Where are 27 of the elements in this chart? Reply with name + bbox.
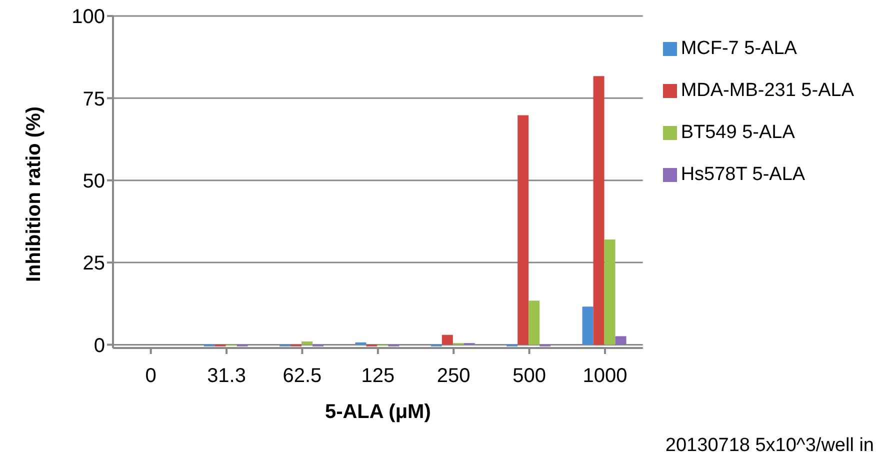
bar — [528, 300, 540, 345]
y-tick-label: 75 — [82, 88, 105, 110]
x-tick-label: 0 — [145, 365, 156, 388]
bar — [302, 341, 313, 345]
y-tick-label: 100 — [72, 6, 105, 28]
bar — [604, 240, 616, 345]
x-tick-label: 125 — [361, 365, 395, 388]
y-tick-label: 25 — [82, 252, 105, 275]
text: 20130718 5x10^3/well in — [665, 435, 874, 457]
y-tick-label: 0 — [94, 334, 105, 357]
bar — [582, 306, 594, 345]
y-tick-label: 50 — [82, 170, 105, 192]
legend-label: MCF-7 5-ALA — [680, 38, 797, 59]
x-tick-label: 62.5 — [282, 365, 322, 388]
bar — [593, 76, 604, 345]
bar — [518, 115, 529, 345]
x-tick-label: 250 — [436, 365, 470, 388]
bar — [442, 334, 453, 345]
legend-label: BT549 5-ALA — [680, 122, 795, 143]
x-axis-title: 5-ALA (μM) — [324, 401, 431, 423]
legend-label: MDA-MB-231 5-ALA — [680, 80, 854, 101]
bar — [615, 336, 626, 345]
legend-label: Hs578T 5-ALA — [680, 164, 806, 185]
y-axis-title: Inhibition ratio (%) — [23, 106, 46, 282]
x-tick-label: 1000 — [582, 365, 628, 388]
x-tick-label: 500 — [512, 365, 546, 388]
x-tick-label: 31.3 — [207, 365, 246, 388]
